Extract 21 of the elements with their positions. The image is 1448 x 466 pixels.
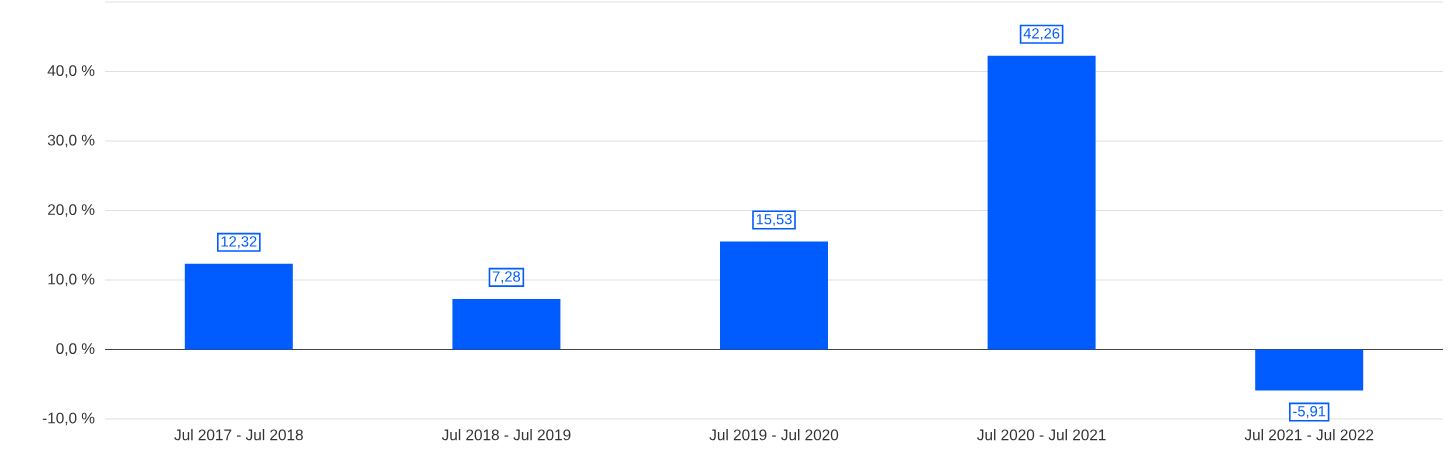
bar [452, 298, 561, 350]
data-label: 12,32 [221, 236, 257, 249]
data-label: 7,28 [492, 271, 521, 284]
y-tick-label: 40,0 % [47, 65, 95, 78]
bar [184, 263, 293, 350]
bar [1255, 349, 1364, 391]
bar [987, 55, 1096, 350]
y-tick-label: 30,0 % [47, 134, 95, 148]
data-label: 15,53 [756, 213, 792, 227]
y-tick-label: -10,0 % [42, 412, 95, 426]
data-label: -5,91 [1293, 406, 1326, 419]
x-tick-label: Jul 2020 - Jul 2021 [977, 429, 1106, 441]
y-tick-label: 10,0 % [48, 273, 95, 287]
x-tick-label: Jul 2019 - Jul 2020 [709, 429, 839, 441]
y-tick-label: 0,0 % [56, 343, 95, 356]
x-tick-label: Jul 2021 - Jul 2022 [1244, 429, 1374, 441]
x-tick-label: Jul 2018 - Jul 2019 [441, 429, 571, 441]
data-label: 42,26 [1023, 28, 1060, 41]
y-tick-label: 20,0 % [48, 204, 95, 217]
bar [720, 241, 828, 350]
x-tick-label: Jul 2017 - Jul 2018 [174, 429, 303, 441]
